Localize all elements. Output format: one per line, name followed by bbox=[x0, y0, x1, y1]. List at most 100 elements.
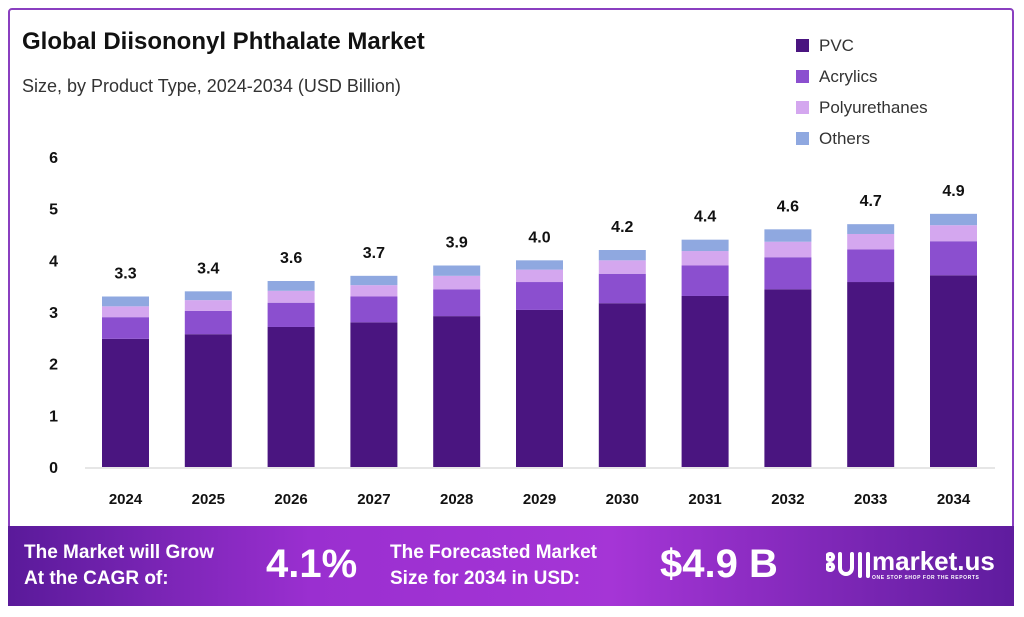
stacked-bar-chart: 0 1 2 3 4 5 6 3.3 2024 3.4 2025 3.6 2026 3.7 2027 3.9 20… bbox=[49, 150, 995, 508]
data-label-total: 4.4 bbox=[694, 209, 716, 226]
data-label-total: 3.3 bbox=[114, 266, 136, 283]
cagr-label-line: The Market will Grow bbox=[24, 542, 215, 563]
bar-segment-pvc-2033 bbox=[847, 282, 895, 467]
bar-segment-others-2024 bbox=[102, 296, 149, 307]
y-tick-label: 1 bbox=[49, 408, 58, 425]
cagr-label-line: At the CAGR of: bbox=[24, 568, 169, 589]
bar-segment-others-2025 bbox=[184, 291, 232, 301]
bar-segment-polyurethanes-2031 bbox=[681, 251, 729, 266]
summary-banner: The Market will Grow At the CAGR of: 4.1%… bbox=[8, 526, 1014, 606]
logo-icon bbox=[826, 551, 870, 578]
legend-item-pvc: PVC bbox=[796, 30, 928, 61]
x-tick-label: 2028 bbox=[440, 491, 473, 508]
bar-segment-others-2028 bbox=[433, 265, 481, 276]
legend-swatch bbox=[796, 101, 809, 114]
legend-label: Others bbox=[819, 128, 871, 148]
chart-subtitle: Size, by Product Type, 2024-2034 (USD Bi… bbox=[22, 76, 401, 96]
bar-segment-acrylics-2024 bbox=[102, 317, 149, 339]
bar-segment-pvc-2024 bbox=[102, 338, 149, 467]
x-tick-label: 2030 bbox=[606, 491, 639, 508]
bar-segment-acrylics-2027 bbox=[350, 296, 398, 323]
bar-segment-acrylics-2031 bbox=[681, 265, 729, 296]
bar-segment-acrylics-2028 bbox=[433, 289, 481, 317]
bar-segment-acrylics-2030 bbox=[598, 273, 646, 304]
legend-item-polyurethanes: Polyurethanes bbox=[796, 92, 928, 123]
bar-segment-pvc-2032 bbox=[764, 289, 812, 467]
bar-segment-acrylics-2029 bbox=[516, 282, 563, 310]
bar-segment-others-2030 bbox=[598, 250, 646, 261]
data-label-total: 4.6 bbox=[777, 198, 799, 215]
bar-segment-others-2031 bbox=[681, 239, 729, 252]
data-label-total: 3.6 bbox=[280, 250, 302, 267]
bar-segment-acrylics-2034 bbox=[930, 241, 977, 276]
x-tick-label: 2026 bbox=[274, 491, 307, 508]
bar-segment-pvc-2026 bbox=[267, 326, 315, 467]
chart-title: Global Diisononyl Phthalate Market bbox=[22, 28, 425, 55]
bar-segment-pvc-2034 bbox=[930, 275, 977, 467]
bar-segment-others-2026 bbox=[267, 281, 315, 291]
x-tick-label: 2031 bbox=[688, 491, 721, 508]
data-label-total: 3.9 bbox=[446, 235, 468, 252]
bar-segment-polyurethanes-2025 bbox=[184, 300, 232, 311]
bar-segment-polyurethanes-2029 bbox=[516, 269, 563, 283]
forecast-label: The Forecasted Market Size for 2034 in US… bbox=[390, 540, 597, 592]
cagr-value: 4.1% bbox=[266, 542, 358, 586]
bar-segment-acrylics-2033 bbox=[847, 249, 895, 283]
bar-segment-others-2029 bbox=[516, 260, 563, 270]
x-tick-label: 2024 bbox=[109, 491, 143, 508]
y-tick-label: 2 bbox=[49, 357, 58, 374]
data-label-total: 4.9 bbox=[942, 183, 964, 200]
forecast-value: $4.9 B bbox=[660, 542, 778, 586]
legend-swatch bbox=[796, 70, 809, 83]
data-label-total: 4.2 bbox=[611, 219, 633, 236]
x-tick-label: 2027 bbox=[357, 491, 390, 508]
bar-segment-others-2033 bbox=[847, 224, 895, 234]
cagr-label: The Market will Grow At the CAGR of: bbox=[24, 540, 214, 592]
data-label-total: 4.0 bbox=[528, 229, 550, 246]
data-label-total: 3.7 bbox=[363, 245, 385, 262]
y-tick-label: 4 bbox=[49, 253, 58, 270]
legend-swatch bbox=[796, 39, 809, 52]
bar-segment-polyurethanes-2028 bbox=[433, 275, 481, 290]
x-tick-label: 2034 bbox=[937, 491, 971, 508]
bar-segment-pvc-2027 bbox=[350, 322, 398, 467]
logo-text: market.us bbox=[872, 546, 995, 576]
bar-segment-pvc-2030 bbox=[598, 303, 646, 467]
legend: PVC Acrylics Polyurethanes Others bbox=[796, 30, 928, 154]
y-tick-label: 6 bbox=[49, 150, 58, 167]
bar-segment-polyurethanes-2030 bbox=[598, 260, 646, 274]
legend-label: PVC bbox=[819, 35, 854, 55]
x-tick-label: 2032 bbox=[771, 491, 804, 508]
bar-segment-acrylics-2026 bbox=[267, 302, 315, 327]
forecast-label-line: The Forecasted Market bbox=[390, 542, 597, 563]
y-tick-label: 5 bbox=[49, 202, 58, 219]
legend-swatch bbox=[796, 132, 809, 145]
x-tick-label: 2033 bbox=[854, 491, 887, 508]
x-tick-label: 2029 bbox=[523, 491, 556, 508]
bar-segment-pvc-2031 bbox=[681, 295, 729, 467]
bar-segment-others-2034 bbox=[930, 213, 977, 226]
forecast-label-line: Size for 2034 in USD: bbox=[390, 568, 581, 589]
data-label-total: 3.4 bbox=[197, 260, 219, 277]
bar-segment-acrylics-2025 bbox=[184, 310, 232, 335]
y-tick-label: 3 bbox=[49, 305, 58, 322]
bar-segment-others-2027 bbox=[350, 275, 398, 286]
legend-label: Polyurethanes bbox=[819, 97, 928, 117]
bar-segment-pvc-2028 bbox=[433, 316, 481, 467]
x-tick-label: 2025 bbox=[192, 491, 225, 508]
bar-segment-pvc-2029 bbox=[516, 309, 563, 467]
market-us-logo: market.us ONE STOP SHOP FOR THE REPORTS bbox=[826, 546, 995, 581]
y-tick-label: 0 bbox=[49, 460, 58, 477]
bar-segment-pvc-2025 bbox=[184, 334, 232, 467]
logo-tagline: ONE STOP SHOP FOR THE REPORTS bbox=[872, 575, 980, 581]
legend-item-others: Others bbox=[796, 123, 928, 154]
bar-segment-polyurethanes-2034 bbox=[930, 225, 977, 242]
legend-item-acrylics: Acrylics bbox=[796, 61, 928, 92]
bar-segment-polyurethanes-2033 bbox=[847, 233, 895, 250]
data-label-total: 4.7 bbox=[860, 193, 882, 210]
bar-segment-polyurethanes-2024 bbox=[102, 306, 149, 318]
bar-segment-others-2032 bbox=[764, 229, 812, 242]
legend-label: Acrylics bbox=[819, 66, 878, 86]
bar-segment-polyurethanes-2032 bbox=[764, 241, 812, 258]
bar-segment-polyurethanes-2026 bbox=[267, 290, 315, 303]
